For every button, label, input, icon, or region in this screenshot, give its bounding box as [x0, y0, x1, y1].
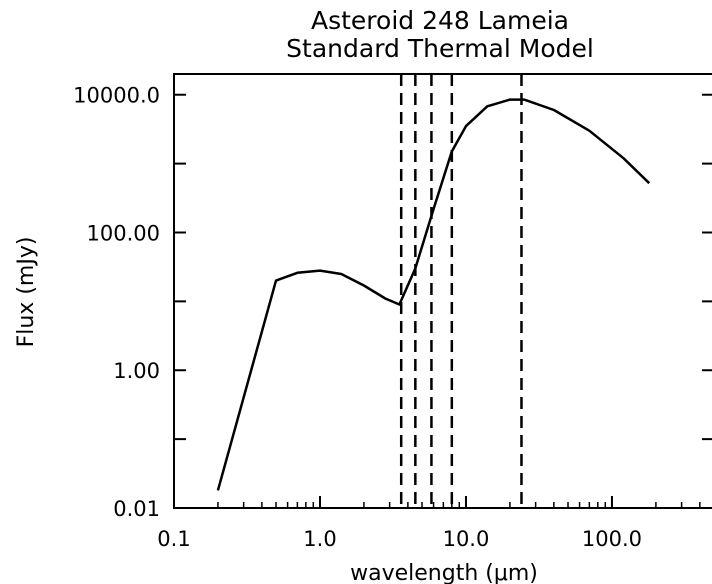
series-group — [216, 98, 651, 491]
series-line — [216, 98, 651, 491]
y-tick-label: 100.00 — [87, 221, 160, 245]
axis-ticks — [173, 93, 712, 509]
chart-subtitle: Standard Thermal Model — [286, 34, 594, 63]
y-tick-label: 0.01 — [113, 497, 160, 521]
plot-frame — [173, 73, 712, 509]
x-tick-label: 1.0 — [303, 527, 336, 551]
reference-lines — [399, 74, 523, 508]
x-tick-label: 10.0 — [443, 527, 490, 551]
y-tick-label: 1.00 — [113, 359, 160, 383]
x-axis-label: wavelength (μm) — [350, 561, 538, 584]
axis-tick-labels: 0.1 1.0 10.0 100.0 0.01 1.00 100.00 10000.0 — [73, 84, 642, 551]
chart-title: Asteroid 248 Lameia — [311, 6, 569, 35]
x-tick-label: 100.0 — [582, 527, 642, 551]
x-tick-label: 0.1 — [157, 527, 190, 551]
y-tick-label: 10000.0 — [73, 84, 160, 108]
y-axis-label: Flux (mJy) — [14, 237, 39, 348]
